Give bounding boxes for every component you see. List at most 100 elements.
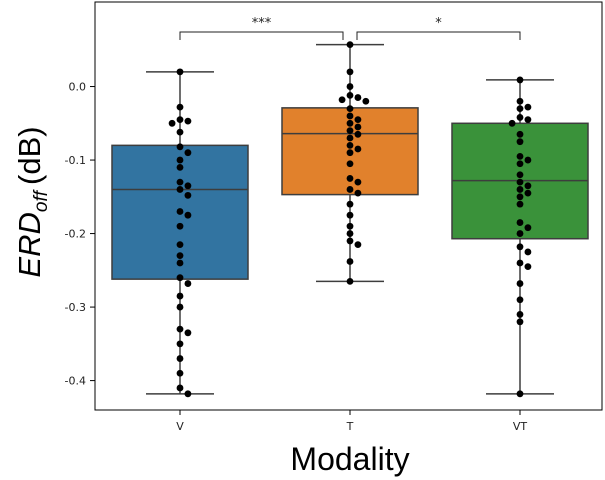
significance-bracket: * [356, 16, 521, 40]
data-point-VT [516, 318, 524, 326]
data-point-V [184, 211, 192, 219]
data-point-VT [516, 243, 524, 251]
data-point-V [176, 384, 184, 392]
data-point-T [346, 134, 354, 142]
data-point-V [184, 117, 192, 125]
data-point-V [176, 164, 184, 171]
data-point-T [346, 160, 354, 168]
data-point-V [176, 208, 184, 215]
data-point-T [346, 258, 354, 265]
y-tick-label: -0.4 [65, 375, 86, 388]
data-point-VT [516, 193, 524, 201]
data-point-V [176, 103, 184, 111]
data-point-V [168, 119, 176, 127]
data-point-T [354, 130, 362, 138]
data-point-VT [516, 130, 524, 138]
significance-bracket-line [356, 31, 521, 40]
x-axis-title: Modality [290, 441, 409, 477]
data-point-VT [516, 178, 524, 186]
data-point-V [176, 274, 184, 282]
data-point-V [184, 329, 192, 337]
data-point-T [346, 211, 354, 219]
data-point-VT [516, 230, 524, 237]
data-point-VT [524, 156, 532, 164]
data-point-VT [516, 390, 524, 398]
data-point-V [176, 292, 184, 300]
y-axis-title-subscript: off [31, 189, 52, 212]
swarm-points-layer [168, 41, 532, 398]
data-point-VT [516, 259, 524, 267]
data-point-VT [516, 219, 524, 226]
data-point-VT [516, 200, 524, 208]
data-point-VT [516, 97, 524, 105]
data-point-T [346, 83, 354, 90]
data-point-T [346, 175, 354, 182]
data-point-VT [508, 119, 516, 127]
data-point-T [338, 96, 346, 104]
data-point-V [184, 149, 192, 157]
significance-label: * [435, 16, 442, 31]
data-point-V [184, 280, 192, 287]
data-point-V [176, 340, 184, 348]
data-point-VT [516, 186, 524, 193]
data-point-V [176, 222, 184, 230]
data-point-VT [516, 152, 524, 160]
data-point-V [176, 143, 184, 151]
data-point-VT [516, 280, 524, 287]
data-point-T [346, 127, 354, 135]
y-axis-title-unit: (dB) [12, 126, 47, 185]
data-point-V [176, 116, 184, 124]
significance-label: *** [252, 16, 272, 31]
plot-frame [94, 1, 603, 411]
data-point-VT [516, 105, 524, 112]
data-point-VT [524, 248, 532, 256]
data-point-V [176, 156, 184, 164]
data-point-T [354, 116, 362, 124]
data-point-V [176, 303, 184, 311]
data-point-V [176, 128, 184, 136]
significance-bracket-line [179, 31, 344, 40]
data-point-VT [516, 76, 524, 84]
data-point-VT [516, 160, 524, 168]
data-point-V [176, 325, 184, 333]
data-point-T [346, 91, 354, 99]
data-point-V [176, 178, 184, 186]
data-point-T [346, 277, 354, 285]
data-point-V [176, 259, 184, 267]
data-point-T [346, 230, 354, 237]
y-axis-title-base: ERD [12, 212, 47, 277]
data-point-T [346, 105, 354, 112]
data-point-VT [524, 189, 532, 197]
data-point-T [354, 241, 362, 248]
data-point-T [354, 145, 362, 153]
y-tick-label: -0.2 [65, 228, 86, 241]
data-point-V [184, 182, 192, 190]
data-point-T [346, 149, 354, 157]
data-point-VT [516, 114, 524, 121]
data-point-T [354, 123, 362, 131]
data-point-VT [516, 138, 524, 146]
data-point-V [176, 369, 184, 377]
y-tick-label: -0.3 [65, 301, 86, 314]
data-point-VT [516, 311, 524, 318]
data-point-V [184, 390, 192, 398]
data-point-V [176, 241, 184, 248]
data-point-T [346, 68, 354, 76]
x-tick-label: VT [513, 420, 528, 433]
data-point-V [176, 186, 184, 193]
data-point-VT [524, 116, 532, 124]
data-point-T [346, 222, 354, 230]
data-point-V [176, 252, 184, 260]
data-point-T [346, 112, 354, 120]
axes: 0.0-0.1-0.2-0.3-0.4V T VT [65, 1, 603, 433]
data-point-VT [516, 296, 524, 304]
data-point-VT [524, 263, 532, 271]
data-point-T [346, 141, 354, 149]
data-point-V [176, 355, 184, 362]
data-point-VT [524, 182, 532, 190]
data-point-VT [516, 171, 524, 179]
data-point-T [354, 94, 362, 101]
data-point-T [346, 41, 354, 49]
data-point-VT [524, 103, 532, 111]
data-point-V [184, 191, 192, 199]
